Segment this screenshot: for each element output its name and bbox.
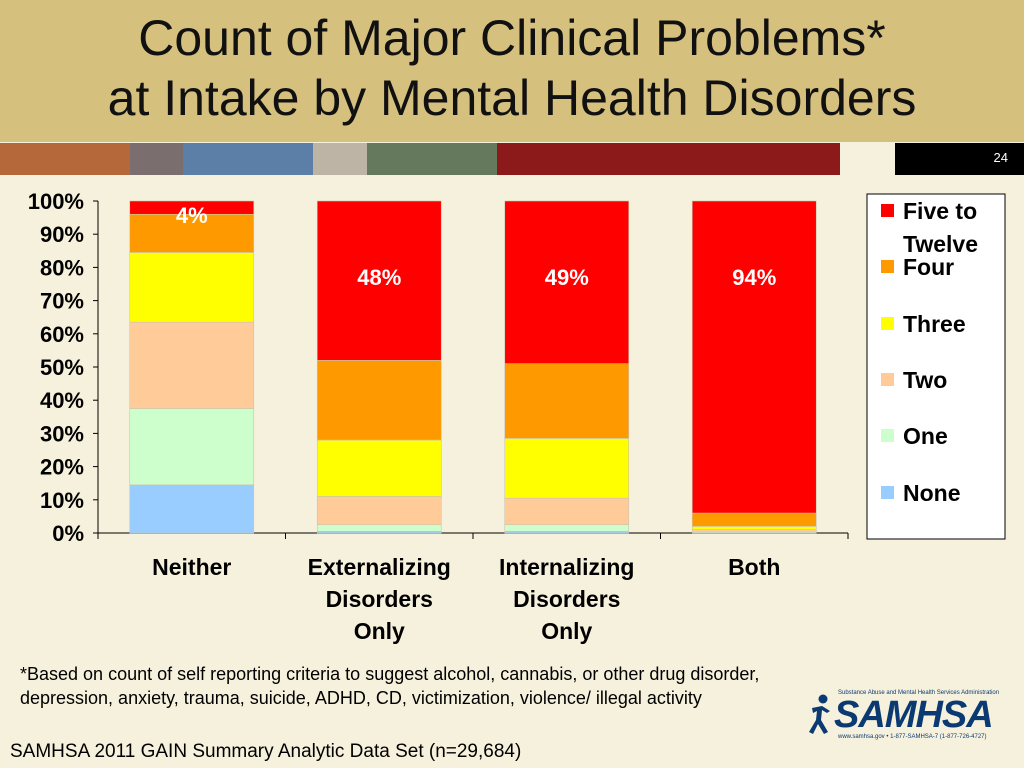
y-tick-label: 60% <box>40 322 84 347</box>
y-tick-label: 100% <box>28 189 84 214</box>
x-category-label: Disorders <box>513 586 620 612</box>
bar-segment-five-to-twelve <box>316 200 442 361</box>
legend-swatch-five-to-twelve <box>881 204 894 217</box>
x-category-label: Both <box>728 554 780 580</box>
title-line-2: at Intake by Mental Health Disorders <box>107 70 917 126</box>
bar-segment-four <box>316 360 442 441</box>
color-stripe <box>0 143 1024 175</box>
bar-segment-three <box>691 526 817 530</box>
stripe-segment <box>313 143 367 175</box>
bar-segment-two <box>316 496 442 526</box>
bar-segment-one <box>504 524 630 532</box>
stripe-segment <box>497 143 840 175</box>
data-label: 4% <box>176 203 208 228</box>
bar-segment-three <box>129 252 255 323</box>
bar-segment-three <box>316 439 442 497</box>
samhsa-logo: Substance Abuse and Mental Health Servic… <box>808 688 999 746</box>
bar-segment-four <box>691 512 817 527</box>
x-category-label: Only <box>354 618 405 644</box>
legend-label: One <box>903 423 948 449</box>
legend-swatch-none <box>881 486 894 499</box>
data-label: 49% <box>545 265 589 290</box>
stripe-segment <box>183 143 313 175</box>
slide-header: Count of Major Clinical Problems* at Int… <box>0 0 1024 142</box>
slide-title: Count of Major Clinical Problems* at Int… <box>0 8 1024 128</box>
y-tick-label: 30% <box>40 421 84 446</box>
stripe-segment <box>130 143 183 175</box>
bar-segment-five-to-twelve <box>504 200 630 364</box>
x-category-label: Only <box>541 618 592 644</box>
stacked-bar-chart: 0% 10% 20% 30% 40% 50% 60% 70% 80% 90% 100% 4% Neith… <box>28 189 1006 644</box>
stripe-segment <box>367 143 497 175</box>
legend-swatch-two <box>881 373 894 386</box>
y-tick-label: 0% <box>52 521 84 546</box>
stripe-segment <box>840 143 895 175</box>
data-label: 94% <box>732 265 776 290</box>
y-tick-label: 40% <box>40 388 84 413</box>
stripe-segment <box>895 143 1024 175</box>
legend-label: Three <box>903 311 966 337</box>
legend-label: Four <box>903 254 954 280</box>
legend-label: Five to <box>903 198 977 224</box>
samhsa-figure-icon <box>809 694 830 734</box>
bar-segment-four <box>129 213 255 253</box>
bar-segment-five-to-twelve <box>129 200 255 215</box>
stripe-segment <box>0 143 130 175</box>
logo-wordmark: SAMHSA <box>834 694 994 736</box>
title-line-1: Count of Major Clinical Problems* <box>138 10 886 66</box>
x-category-label: Disorders <box>326 586 433 612</box>
y-tick-label: 90% <box>40 222 84 247</box>
bar-segment-one <box>316 524 442 532</box>
bar-segment-four <box>504 363 630 439</box>
legend-swatch-four <box>881 260 894 273</box>
data-label: 48% <box>357 265 401 290</box>
bar-segment-two <box>504 497 630 526</box>
logo-tagline-bottom: www.samhsa.gov • 1-877-SAMHSA-7 (1-877-7… <box>838 734 987 740</box>
bar-segment-three <box>504 438 630 499</box>
y-tick-label: 20% <box>40 455 84 480</box>
bar-segment-one <box>129 408 255 486</box>
x-category-label: Internalizing <box>499 554 634 580</box>
slide-number: 24 <box>993 150 1008 165</box>
legend-box <box>866 193 1006 540</box>
y-tick-label: 10% <box>40 488 84 513</box>
y-tick-label: 70% <box>40 289 84 314</box>
logo-tagline-top: Substance Abuse and Mental Health Servic… <box>838 690 1000 696</box>
legend-label: None <box>903 480 961 506</box>
plot-area: 0% 10% 20% 30% 40% 50% 60% 70% 80% 90% 100% 4% Neith… <box>28 189 849 644</box>
bar-segment-two <box>129 321 255 409</box>
source-citation: SAMHSA 2011 GAIN Summary Analytic Data S… <box>10 741 522 762</box>
legend-swatch-one <box>881 429 894 442</box>
legend-label: Twelve <box>903 231 978 257</box>
bar-segment-five-to-twelve <box>691 200 817 514</box>
y-tick-label: 80% <box>40 255 84 280</box>
x-category-label: Externalizing <box>308 554 451 580</box>
bar-segment-two <box>691 529 817 533</box>
x-category-label: Neither <box>152 554 231 580</box>
bar-segment-none <box>129 484 255 534</box>
legend-label: Two <box>903 367 947 393</box>
legend-swatch-three <box>881 317 894 330</box>
footnote: *Based on count of self reporting criter… <box>20 664 760 708</box>
y-tick-label: 50% <box>40 355 84 380</box>
